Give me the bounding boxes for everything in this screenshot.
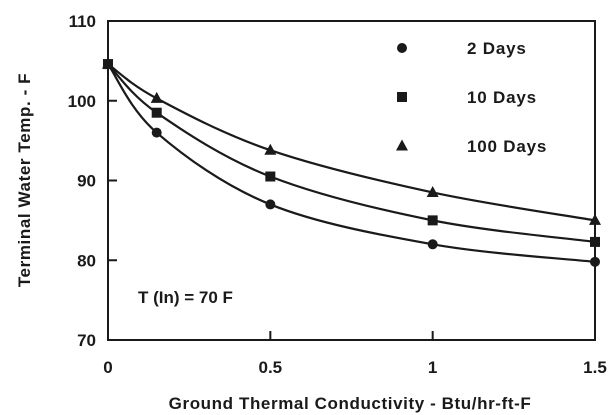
- y-tick-label: 80: [77, 251, 96, 270]
- y-tick-label: 110: [69, 12, 96, 31]
- y-tick-label: 90: [77, 172, 96, 191]
- data-point: [397, 43, 407, 53]
- series-line: [107, 63, 596, 243]
- data-point: [264, 143, 277, 155]
- series-layer: [102, 57, 601, 267]
- data-point: [397, 92, 407, 102]
- y-axis-label: Terminal Water Temp. - F: [15, 73, 34, 287]
- data-point: [265, 199, 276, 210]
- x-tick-label: 1.5: [583, 358, 607, 377]
- data-point: [150, 91, 163, 103]
- legend-label: 2 Days: [467, 39, 527, 58]
- data-point: [151, 107, 162, 118]
- x-axis: 0 0.5 1 1.5: [103, 331, 607, 377]
- data-point: [151, 127, 162, 138]
- series-line: [107, 63, 596, 263]
- x-axis-label: Ground Thermal Conductivity - Btu/hr-ft-…: [169, 394, 532, 413]
- data-point: [589, 213, 601, 225]
- data-point: [396, 139, 408, 151]
- y-axis: 70 80 90 100 110: [68, 12, 117, 350]
- data-point: [590, 236, 600, 247]
- legend-label: 10 Days: [467, 88, 537, 107]
- x-tick-label: 0.5: [259, 358, 283, 377]
- legend-label: 100 Days: [467, 137, 547, 156]
- data-point: [426, 185, 439, 197]
- data-point: [427, 215, 438, 226]
- annotation-inlet-temp: T (In) = 70 F: [138, 288, 233, 307]
- x-tick-label: 0: [103, 358, 112, 377]
- series-100-days: [102, 57, 601, 225]
- data-point: [102, 57, 114, 69]
- data-point: [265, 171, 276, 182]
- data-point: [427, 239, 438, 250]
- legend: 2 Days 10 Days 100 Days: [396, 39, 547, 156]
- y-tick-label: 100: [68, 92, 96, 111]
- data-point: [590, 256, 600, 267]
- y-tick-label: 70: [77, 331, 96, 350]
- x-tick-label: 1: [428, 358, 437, 377]
